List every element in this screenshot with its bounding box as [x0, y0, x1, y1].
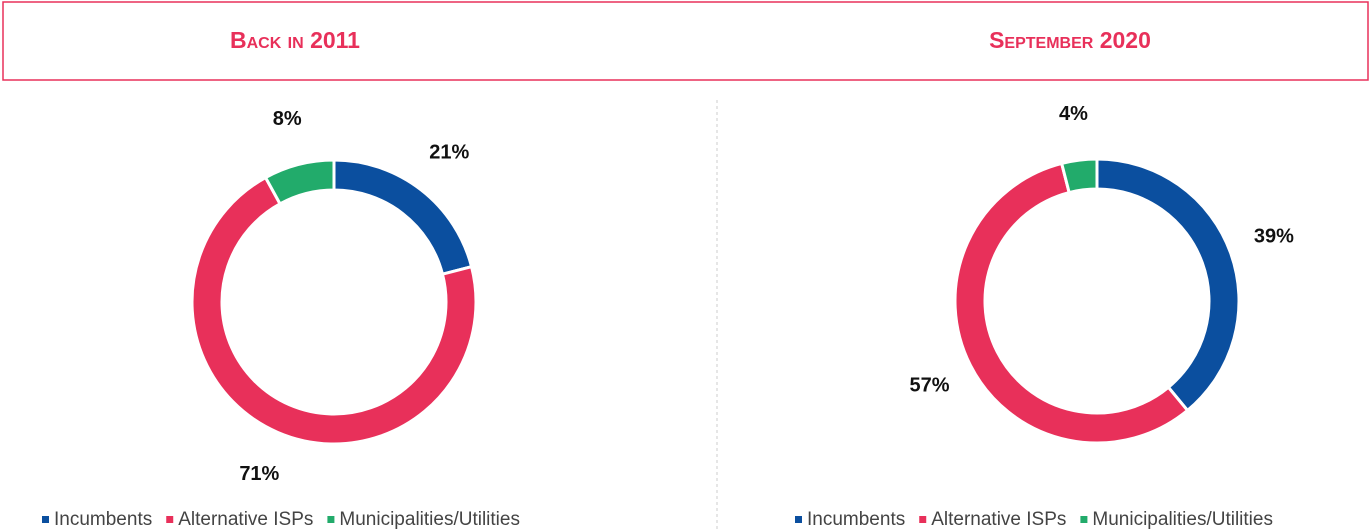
- legend-label: Incumbents: [54, 509, 152, 530]
- legend-label: Alternative ISPs: [931, 509, 1066, 530]
- header-box: [2, 1, 1369, 81]
- legend-label: Municipalities/Utilities: [1092, 509, 1273, 530]
- chart-title: Back in 2011: [230, 27, 360, 53]
- legend-swatch: [166, 516, 174, 523]
- legend-label: Incumbents: [807, 509, 905, 530]
- data-label: 71%: [239, 463, 279, 485]
- legend-swatch: [327, 516, 335, 523]
- donut-segment: [190, 175, 478, 446]
- donut-segment: [1095, 157, 1241, 413]
- donut-segment: [1059, 157, 1099, 195]
- donut-segment: [953, 161, 1190, 445]
- chart-title: September 2020: [989, 27, 1151, 53]
- legend-swatch: [1080, 516, 1088, 523]
- data-label: 57%: [909, 375, 949, 397]
- legend-swatch: [919, 516, 927, 523]
- data-label: 8%: [273, 108, 302, 130]
- donut-segment: [332, 158, 474, 276]
- legend-label: Municipalities/Utilities: [339, 509, 520, 530]
- data-label: 21%: [429, 142, 469, 164]
- legend-swatch: [795, 516, 802, 523]
- legend-label: Alternative ISPs: [178, 509, 313, 530]
- data-label: 39%: [1254, 226, 1294, 248]
- legend-swatch: [42, 516, 49, 523]
- donut-segment: [263, 158, 336, 206]
- data-label: 4%: [1059, 103, 1088, 125]
